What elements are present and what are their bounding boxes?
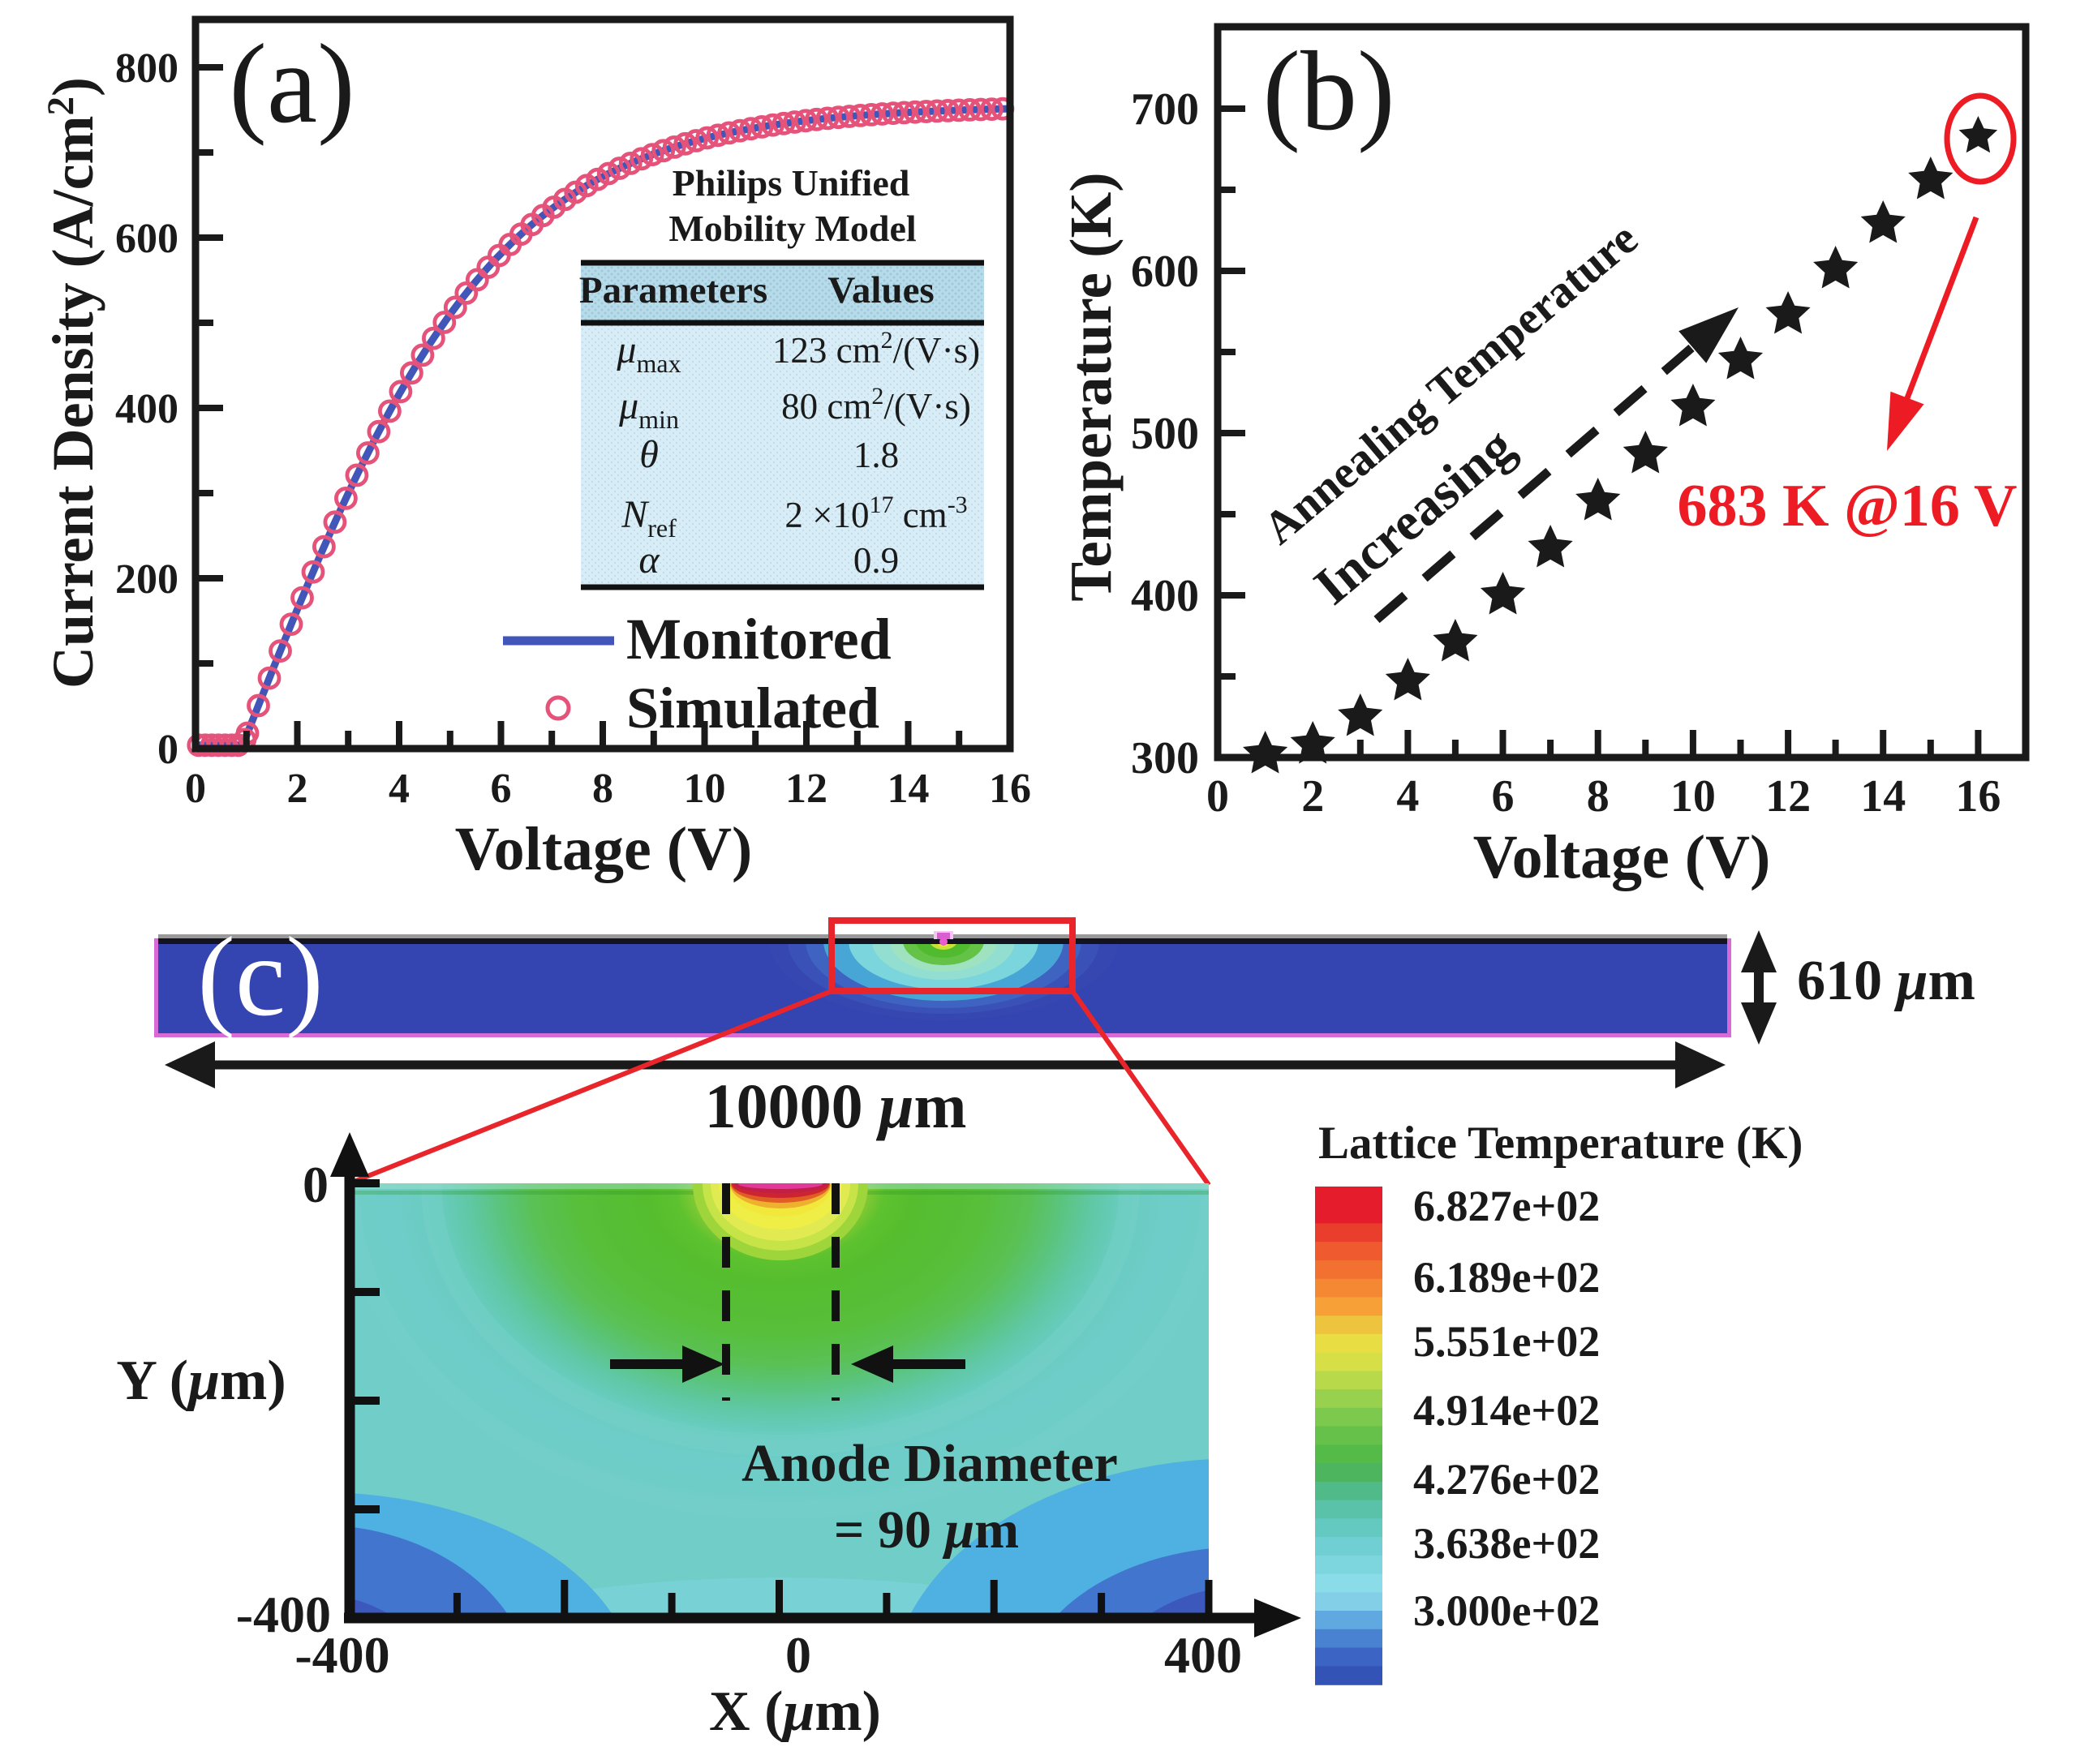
svg-text:0: 0 (157, 727, 178, 773)
svg-text:8: 8 (592, 766, 613, 812)
svg-text:0: 0 (1206, 771, 1229, 822)
svg-text:-400: -400 (294, 1626, 389, 1684)
svg-text:3.638e+02: 3.638e+02 (1413, 1519, 1600, 1568)
svg-text:3.000e+02: 3.000e+02 (1413, 1586, 1600, 1635)
svg-text:10000 μm: 10000 μm (705, 1071, 967, 1141)
svg-text:600: 600 (115, 216, 178, 262)
svg-text:8: 8 (1587, 771, 1610, 822)
svg-text:Simulated: Simulated (626, 676, 879, 740)
svg-text:Anode Diameter: Anode Diameter (741, 1434, 1118, 1493)
svg-text:700: 700 (1131, 84, 1199, 135)
svg-text:0: 0 (185, 766, 206, 812)
svg-text:16: 16 (1955, 771, 2001, 822)
svg-text:400: 400 (1131, 571, 1199, 621)
svg-text:400: 400 (1164, 1626, 1242, 1684)
svg-text:Parameters: Parameters (579, 269, 767, 311)
svg-text:610 μm: 610 μm (1797, 950, 1975, 1012)
svg-text:Temperature (K): Temperature (K) (1058, 172, 1124, 601)
svg-text:(a): (a) (229, 21, 355, 147)
svg-text:6.189e+02: 6.189e+02 (1413, 1253, 1600, 1302)
svg-text:123 cm2/(V·s): 123 cm2/(V·s) (772, 327, 980, 371)
svg-text:600: 600 (1131, 247, 1199, 297)
svg-text:μmax: μmax (616, 328, 681, 378)
svg-text:μmin: μmin (618, 384, 679, 434)
svg-text:500: 500 (1131, 409, 1199, 459)
svg-text:2: 2 (1301, 771, 1324, 822)
svg-text:(c): (c) (197, 914, 323, 1040)
svg-text:4: 4 (389, 766, 410, 812)
svg-text:800: 800 (115, 45, 178, 92)
svg-text:Nref: Nref (621, 493, 677, 543)
svg-text:Philips Unified: Philips Unified (673, 162, 910, 204)
svg-text:200: 200 (115, 556, 178, 603)
svg-text:6: 6 (491, 766, 512, 812)
svg-text:0: 0 (303, 1156, 329, 1213)
svg-text:Current Density (A/cm2): Current Density (A/cm2) (40, 77, 105, 689)
svg-text:0.9: 0.9 (853, 540, 899, 581)
svg-text:Voltage (V): Voltage (V) (455, 815, 753, 883)
svg-text:θ: θ (639, 433, 659, 476)
svg-text:α: α (638, 539, 660, 582)
svg-text:14: 14 (1860, 771, 1906, 822)
svg-text:4: 4 (1396, 771, 1419, 822)
svg-text:Values: Values (827, 269, 934, 311)
svg-text:5.551e+02: 5.551e+02 (1413, 1317, 1600, 1366)
svg-text:400: 400 (115, 386, 178, 432)
svg-text:(b): (b) (1262, 28, 1395, 154)
svg-text:4.276e+02: 4.276e+02 (1413, 1455, 1600, 1504)
svg-text:2: 2 (287, 766, 308, 812)
svg-text:Voltage (V): Voltage (V) (1473, 823, 1771, 891)
svg-text:6.827e+02: 6.827e+02 (1413, 1182, 1600, 1230)
svg-text:X (μm): X (μm) (709, 1680, 881, 1743)
svg-text:-400: -400 (236, 1586, 331, 1643)
svg-text:12: 12 (1765, 771, 1811, 822)
svg-text:80 cm2/(V·s): 80 cm2/(V·s) (781, 383, 971, 427)
svg-text:Mobility Model: Mobility Model (668, 208, 916, 249)
svg-text:10: 10 (684, 766, 726, 812)
svg-text:6: 6 (1492, 771, 1515, 822)
svg-text:12: 12 (785, 766, 827, 812)
svg-text:Y (μm): Y (μm) (116, 1350, 286, 1412)
svg-text:300: 300 (1131, 733, 1199, 783)
svg-text:= 90 μm: = 90 μm (834, 1500, 1019, 1560)
svg-text:4.914e+02: 4.914e+02 (1413, 1386, 1600, 1435)
svg-text:14: 14 (888, 766, 930, 812)
svg-text:1.8: 1.8 (853, 435, 899, 475)
svg-text:0: 0 (785, 1626, 811, 1684)
svg-text:10: 10 (1670, 771, 1716, 822)
svg-text:683 K @16 V: 683 K @16 V (1678, 473, 2018, 539)
svg-text:Monitored: Monitored (626, 607, 892, 672)
svg-text:16: 16 (989, 766, 1031, 812)
svg-text:Lattice Temperature (K): Lattice Temperature (K) (1318, 1118, 1803, 1169)
